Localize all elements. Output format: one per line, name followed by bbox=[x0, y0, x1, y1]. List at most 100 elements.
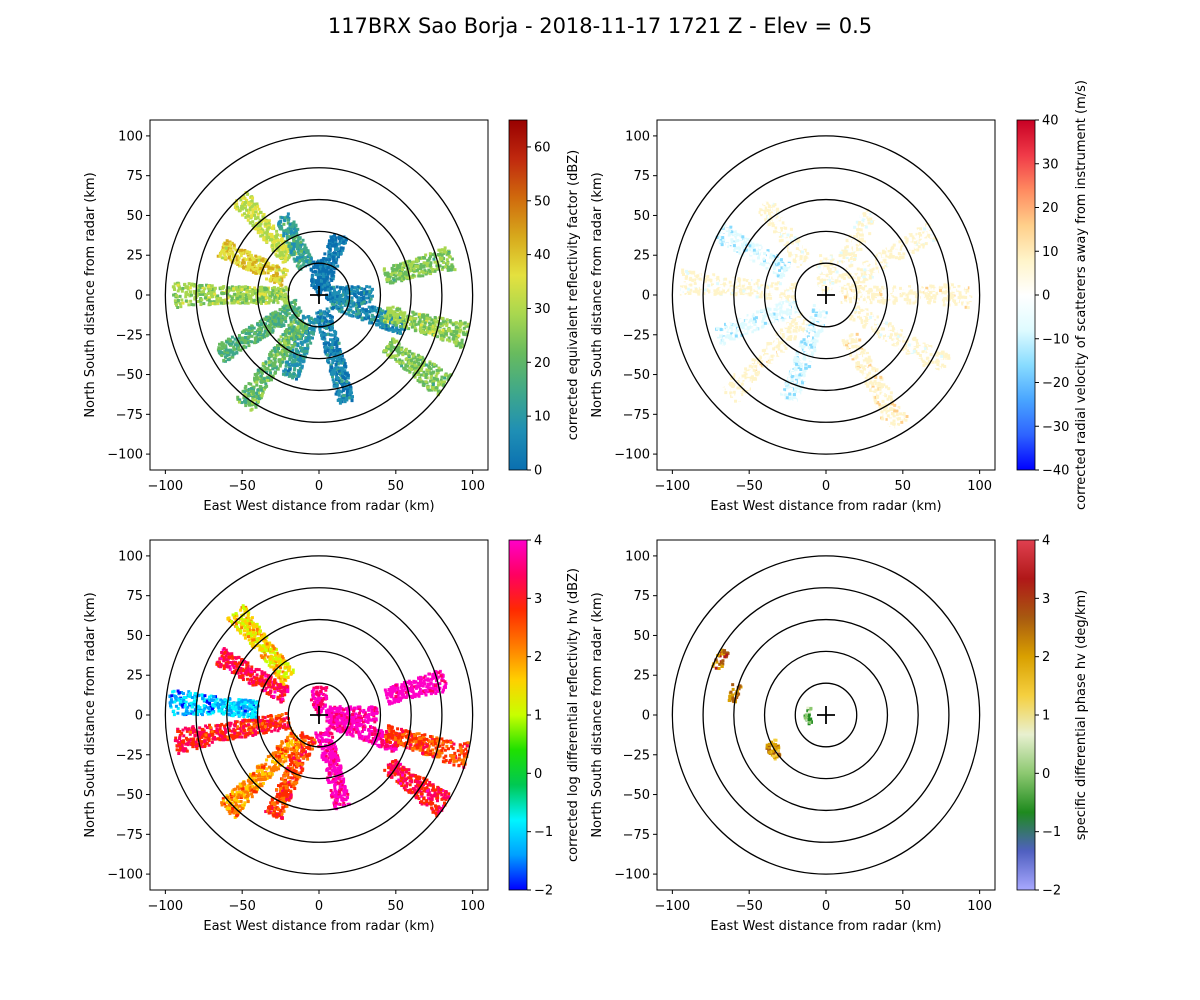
echo-pixel bbox=[261, 268, 265, 272]
echo-pixel bbox=[350, 399, 354, 403]
echo-pixel bbox=[243, 206, 247, 210]
echo-pixel bbox=[254, 298, 258, 302]
echo-pixel bbox=[292, 222, 296, 226]
echo-pixel bbox=[406, 314, 410, 318]
echo-pixel bbox=[463, 333, 467, 337]
echo-pixel bbox=[274, 313, 278, 317]
echo-pixel bbox=[439, 322, 443, 326]
echo-pixel bbox=[248, 339, 252, 343]
echo-pixel bbox=[317, 276, 321, 280]
echo-pixel bbox=[397, 265, 401, 269]
echo-pixel bbox=[329, 365, 333, 369]
echo-pixel bbox=[417, 361, 421, 365]
echo-pixel bbox=[247, 394, 251, 398]
echo-pixel bbox=[254, 289, 258, 293]
echo-pixel bbox=[228, 254, 232, 258]
echo-pixel bbox=[412, 312, 416, 316]
echo-pixel bbox=[380, 312, 384, 316]
echo-pixel bbox=[399, 310, 403, 314]
echo-pixel bbox=[319, 275, 323, 279]
echo-pixel bbox=[400, 359, 404, 363]
echo-pixel bbox=[291, 307, 295, 311]
echo-pixel bbox=[855, 275, 859, 279]
range-ring-80km bbox=[195, 167, 443, 423]
echo-pixel bbox=[889, 252, 893, 256]
echo-pixel bbox=[301, 250, 305, 254]
echo-pixel bbox=[391, 281, 395, 285]
echo-pixel bbox=[326, 320, 330, 324]
echo-pixel bbox=[431, 383, 435, 387]
echo-pixel bbox=[826, 259, 830, 263]
panel-reflectivity: −100 −50 0 50 1001007550250−25−50−75−100East… bbox=[83, 119, 581, 514]
echo-pixel bbox=[238, 340, 242, 344]
echo-pixel bbox=[261, 294, 265, 298]
echo-pixel bbox=[403, 318, 407, 322]
echo-pixel bbox=[384, 316, 388, 320]
echo-pixel bbox=[265, 228, 269, 232]
echo-pixel bbox=[429, 379, 433, 383]
echo-pixel bbox=[287, 241, 291, 245]
echo-pixel bbox=[314, 321, 318, 325]
echo-pixel bbox=[311, 270, 315, 274]
echo-pixel bbox=[416, 269, 420, 273]
echo-pixel bbox=[398, 320, 402, 324]
echo-pixel bbox=[248, 250, 252, 254]
echo-pixel bbox=[337, 289, 341, 293]
echo-pixel bbox=[338, 240, 342, 244]
echo-pixel bbox=[341, 389, 345, 393]
echo-pixel bbox=[301, 329, 305, 333]
echo-pixel bbox=[890, 260, 894, 264]
echo-pixel bbox=[252, 301, 256, 305]
echo-pixel bbox=[389, 317, 393, 321]
y-tick-label: 0 bbox=[135, 289, 143, 304]
echo-pixel bbox=[296, 307, 300, 311]
echo-pixel bbox=[401, 361, 405, 365]
echo-pixel bbox=[297, 358, 301, 362]
echo-pixel bbox=[841, 281, 845, 285]
echo-pixel bbox=[862, 280, 866, 284]
echo-pixel bbox=[431, 333, 435, 337]
echo-pixel bbox=[872, 264, 876, 268]
echo-pixel bbox=[404, 275, 408, 279]
echo-pixel bbox=[267, 261, 271, 265]
echo-pixel bbox=[452, 340, 456, 344]
echo-pixel bbox=[410, 261, 414, 265]
echo-pixel bbox=[339, 251, 343, 255]
echo-pixel bbox=[267, 292, 271, 296]
echo-pixel bbox=[432, 362, 436, 366]
echo-pixel bbox=[314, 279, 318, 283]
echo-pixel bbox=[272, 346, 276, 350]
echo-pixel bbox=[251, 196, 255, 200]
echo-pixel bbox=[377, 322, 381, 326]
echo-pixel bbox=[902, 237, 906, 241]
echo-pixel bbox=[232, 287, 236, 291]
echo-pixel bbox=[411, 317, 415, 321]
echo-pixel bbox=[392, 318, 396, 322]
echo-pixel bbox=[237, 334, 241, 338]
echo-pixel bbox=[323, 278, 327, 282]
echo-pixel bbox=[266, 378, 270, 382]
echo-pixel bbox=[278, 291, 282, 295]
echo-pixel bbox=[232, 301, 236, 305]
echo-pixel bbox=[327, 309, 331, 313]
echo-pixel bbox=[450, 257, 454, 261]
echo-pixel bbox=[186, 285, 190, 289]
echo-pixel bbox=[253, 341, 257, 345]
echo-pixel bbox=[254, 395, 258, 399]
echo-pixel bbox=[275, 269, 279, 273]
echo-pixel bbox=[889, 254, 893, 258]
echo-pixel bbox=[291, 328, 295, 332]
echo-pixel bbox=[403, 275, 407, 279]
echo-pixel bbox=[280, 236, 284, 240]
echo-pixel bbox=[239, 264, 243, 268]
echo-pixel bbox=[226, 244, 230, 248]
echo-pixel bbox=[324, 259, 328, 263]
echo-pixel bbox=[296, 239, 300, 243]
echo-pixel bbox=[332, 349, 336, 353]
echo-pixel bbox=[288, 364, 292, 368]
echo-pixel bbox=[888, 261, 892, 265]
echo-pixel bbox=[312, 321, 316, 325]
echo-pixel bbox=[294, 358, 298, 362]
echo-pixel bbox=[341, 361, 345, 365]
echo-pixel bbox=[909, 233, 913, 237]
